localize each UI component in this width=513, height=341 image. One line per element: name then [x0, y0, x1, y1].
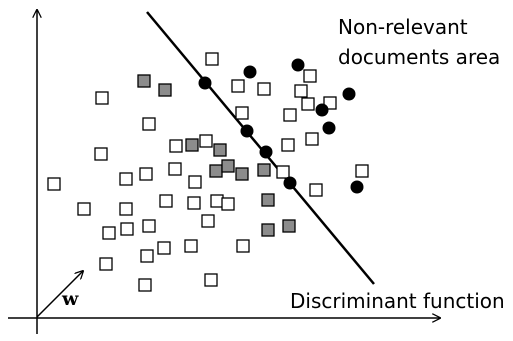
- open-square-marker: [120, 222, 134, 236]
- open-square-marker: [169, 139, 183, 153]
- open-square-marker: [119, 172, 133, 186]
- gray-square-marker: [282, 219, 296, 233]
- open-square-marker: [276, 165, 290, 179]
- black-circle-marker: [350, 180, 364, 194]
- non-relevant-label-line1: Non-relevant: [338, 15, 468, 39]
- gray-square-marker: [261, 223, 275, 237]
- gray-square-marker: [221, 159, 235, 173]
- open-square-marker: [168, 162, 182, 176]
- open-square-marker: [138, 278, 152, 292]
- open-square-marker: [205, 52, 219, 66]
- open-square-marker: [187, 196, 201, 210]
- non-relevant-label-line2: documents area: [338, 45, 501, 69]
- open-square-marker: [159, 194, 173, 208]
- open-square-marker: [294, 84, 308, 98]
- black-circle-marker: [315, 103, 329, 117]
- gray-square-marker: [209, 164, 223, 178]
- open-squares-group: [47, 52, 369, 292]
- open-square-marker: [283, 108, 297, 122]
- open-square-marker: [231, 79, 245, 93]
- black-circle-marker: [240, 124, 254, 138]
- discriminant-function-label: Discriminant function: [290, 289, 505, 313]
- black-circle-marker: [243, 65, 257, 79]
- gray-square-marker: [235, 167, 249, 181]
- open-square-marker: [77, 202, 91, 216]
- open-square-marker: [201, 214, 215, 228]
- open-square-marker: [142, 117, 156, 131]
- open-square-marker: [188, 175, 202, 189]
- open-square-marker: [99, 257, 113, 271]
- open-square-marker: [142, 219, 156, 233]
- open-square-marker: [94, 147, 108, 161]
- gray-square-marker: [185, 138, 199, 152]
- open-square-marker: [95, 91, 109, 105]
- gray-square-marker: [158, 83, 172, 97]
- open-square-marker: [157, 241, 171, 255]
- open-square-marker: [139, 167, 153, 181]
- open-square-marker: [235, 106, 249, 120]
- gray-square-marker: [257, 163, 271, 177]
- open-square-marker: [210, 194, 224, 208]
- open-square-marker: [257, 82, 271, 96]
- w-vector-arrow: [36, 271, 83, 318]
- w-vector-label: w: [62, 288, 79, 310]
- open-square-marker: [47, 177, 61, 191]
- open-square-marker: [184, 239, 198, 253]
- open-square-marker: [204, 273, 218, 287]
- discriminant-line: [146, 11, 375, 285]
- open-square-marker: [102, 226, 116, 240]
- black-circle-marker: [198, 76, 212, 90]
- open-square-marker: [309, 183, 323, 197]
- black-circle-marker: [322, 121, 336, 135]
- open-square-marker: [236, 239, 250, 253]
- black-circle-marker: [283, 176, 297, 190]
- open-square-marker: [301, 97, 315, 111]
- open-square-marker: [199, 134, 213, 148]
- black-circle-marker: [342, 87, 356, 101]
- open-square-marker: [303, 69, 317, 83]
- black-circles-group: [198, 58, 364, 194]
- gray-square-marker: [137, 74, 151, 88]
- gray-square-marker: [261, 193, 275, 207]
- open-square-marker: [355, 164, 369, 178]
- open-square-marker: [221, 197, 235, 211]
- open-square-marker: [119, 202, 133, 216]
- gray-square-marker: [213, 143, 227, 157]
- open-square-marker: [281, 138, 295, 152]
- open-square-marker: [140, 249, 154, 263]
- open-square-marker: [305, 132, 319, 146]
- black-circle-marker: [291, 58, 305, 72]
- black-circle-marker: [259, 145, 273, 159]
- gray-squares-group: [137, 74, 296, 237]
